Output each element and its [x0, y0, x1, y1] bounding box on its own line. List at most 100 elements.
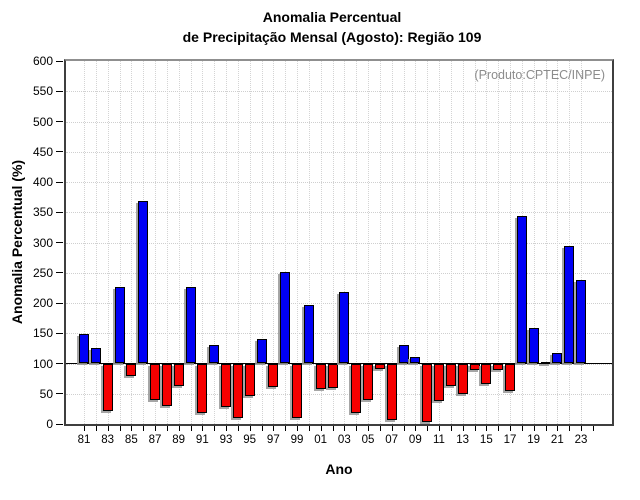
bar-2007 — [386, 363, 397, 420]
bar-2009 — [410, 356, 421, 364]
bar-1984 — [114, 286, 125, 364]
h-gridline — [66, 272, 612, 274]
x-tick — [592, 426, 594, 431]
bar-2020 — [540, 361, 551, 364]
x-tick — [368, 426, 369, 431]
x-tick — [237, 426, 239, 431]
x-tick — [155, 426, 156, 431]
h-gridline — [66, 303, 612, 304]
bar-1999 — [292, 363, 302, 418]
x-tick-label: 95 — [243, 434, 257, 446]
v-gridline — [332, 61, 334, 424]
x-tick — [439, 426, 440, 431]
bar-2015 — [481, 363, 492, 385]
bar-1996 — [256, 339, 267, 364]
x-tick — [450, 426, 452, 431]
y-tick-label: 250 — [32, 265, 53, 280]
bar-1998 — [280, 271, 291, 364]
y-tick — [56, 211, 63, 213]
baseline-100 — [66, 363, 612, 364]
bar-2005 — [363, 363, 373, 400]
v-gridline — [166, 61, 168, 424]
v-gridline — [84, 61, 85, 424]
y-tick-label: 400 — [32, 175, 53, 189]
x-tick — [143, 426, 145, 431]
x-tick — [308, 426, 310, 431]
v-gridline — [462, 61, 464, 424]
y-tick — [56, 363, 63, 364]
bar-1995 — [244, 363, 255, 396]
x-tick — [427, 426, 429, 431]
x-tick-label: 19 — [527, 434, 541, 446]
v-gridline — [486, 61, 488, 424]
bar-1991 — [197, 363, 208, 414]
v-gridline — [119, 61, 121, 424]
y-tick-label: 450 — [32, 144, 53, 159]
h-gridline — [66, 91, 612, 93]
bar-1981 — [79, 334, 89, 364]
x-tick — [379, 426, 381, 431]
y-tick-label: 100 — [32, 356, 53, 371]
x-tick-label: 91 — [195, 434, 209, 446]
bar-1988 — [161, 363, 172, 406]
x-tick — [131, 426, 133, 431]
h-gridline — [66, 182, 612, 183]
bar-1983 — [102, 363, 113, 411]
v-gridline — [474, 61, 476, 424]
v-gridline — [178, 61, 180, 424]
x-tick — [521, 426, 523, 431]
x-tick — [545, 426, 547, 431]
x-tick-label: 97 — [266, 434, 280, 446]
x-tick-label: 07 — [385, 434, 399, 446]
bar-2004 — [351, 363, 362, 414]
plot-area: (Produto:CPTEC/INPE) — [64, 59, 614, 426]
v-gridline — [356, 61, 358, 424]
y-tick-label: 150 — [32, 326, 53, 341]
v-gridline — [510, 61, 511, 424]
product-annotation: (Produto:CPTEC/INPE) — [474, 68, 605, 82]
x-tick-label: 21 — [550, 434, 564, 446]
v-gridline — [297, 61, 298, 424]
bar-2023 — [576, 280, 586, 364]
y-tick — [56, 60, 63, 62]
x-tick — [474, 426, 476, 431]
bar-1990 — [185, 286, 196, 364]
chart-title-line1: Anomalia Percentual — [262, 9, 402, 25]
h-gridline — [66, 363, 612, 365]
h-gridline — [66, 333, 612, 335]
x-tick — [557, 426, 559, 431]
bar-2014 — [469, 363, 480, 370]
v-gridline — [498, 61, 500, 424]
x-tick-label: 99 — [290, 434, 304, 446]
y-tick — [56, 151, 63, 153]
bar-1985 — [126, 363, 137, 376]
v-gridline — [155, 61, 156, 424]
bar-2017 — [505, 363, 515, 391]
y-tick — [56, 90, 63, 92]
x-tick-label: 03 — [337, 434, 351, 446]
x-tick — [320, 426, 322, 431]
x-tick — [119, 426, 121, 431]
x-tick — [415, 426, 417, 431]
v-gridline — [308, 61, 310, 424]
x-tick — [510, 426, 511, 431]
v-gridline — [214, 61, 216, 424]
x-tick — [569, 426, 571, 431]
x-tick — [285, 426, 287, 431]
x-tick-label: 81 — [77, 434, 91, 446]
x-tick — [202, 426, 204, 431]
v-gridline — [95, 61, 97, 424]
bar-1997 — [268, 363, 279, 388]
bar-2010 — [422, 363, 433, 422]
v-gridline — [415, 61, 417, 424]
x-tick-label: 87 — [148, 434, 162, 446]
bar-2003 — [339, 292, 350, 364]
x-tick — [249, 426, 251, 431]
v-gridline — [450, 61, 452, 424]
x-tick — [581, 426, 582, 431]
v-gridline — [557, 61, 559, 424]
x-tick — [403, 426, 405, 431]
x-tick-label: 13 — [456, 434, 470, 446]
x-tick — [107, 426, 109, 431]
h-gridline — [66, 151, 612, 153]
